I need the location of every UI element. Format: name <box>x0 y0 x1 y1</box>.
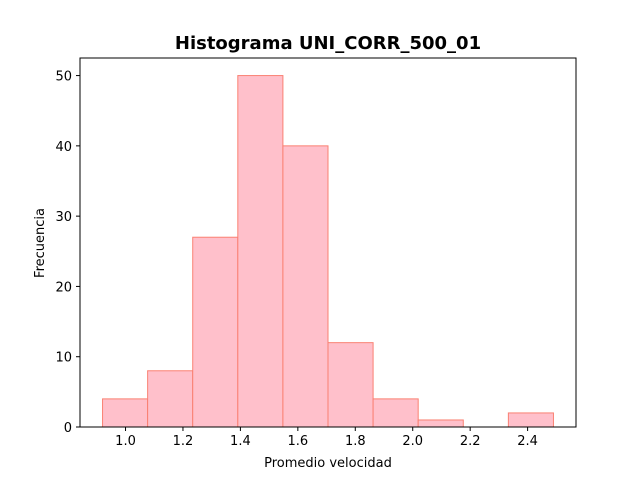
histogram-bar-5 <box>282 145 329 428</box>
y-tick-label: 0 <box>64 421 72 436</box>
x-tick-label: 1.8 <box>345 434 366 449</box>
x-tick-label: 1.6 <box>287 434 308 449</box>
histogram-bar-7 <box>372 398 419 428</box>
histogram-bar-6 <box>327 342 374 428</box>
histogram-bar-10 <box>507 412 554 428</box>
x-tick-label: 2.2 <box>460 434 481 449</box>
histogram-bar-1 <box>102 398 149 428</box>
x-tick-label: 1.2 <box>173 434 194 449</box>
x-tick-label: 1.4 <box>230 434 251 449</box>
x-tick-label: 1.0 <box>115 434 136 449</box>
y-tick-label: 20 <box>55 280 72 295</box>
y-tick-label: 40 <box>55 140 72 155</box>
y-tick-label: 50 <box>55 70 72 85</box>
x-tick-label: 2.0 <box>402 434 423 449</box>
plot-frame <box>79 57 577 428</box>
y-tick-label: 10 <box>55 351 72 366</box>
histogram-bar-3 <box>192 236 239 428</box>
y-tick-label: 30 <box>55 210 72 225</box>
x-axis-ticks: 1.0 1.2 1.4 1.6 1.8 2.0 2.2 2.4 <box>115 427 538 449</box>
chart-title: Histograma UNI_CORR_500_01 <box>175 33 481 54</box>
histogram-bar-2 <box>147 370 194 428</box>
histogram-bars <box>102 75 554 428</box>
histogram-bar-4 <box>237 75 284 428</box>
y-axis-ticks: 0 10 20 30 40 50 <box>55 70 80 436</box>
x-axis-label: Promedio velocidad <box>264 456 392 471</box>
x-tick-label: 2.4 <box>517 434 538 449</box>
histogram-bar-8 <box>417 419 464 428</box>
y-axis-label: Frecuencia <box>33 208 48 278</box>
